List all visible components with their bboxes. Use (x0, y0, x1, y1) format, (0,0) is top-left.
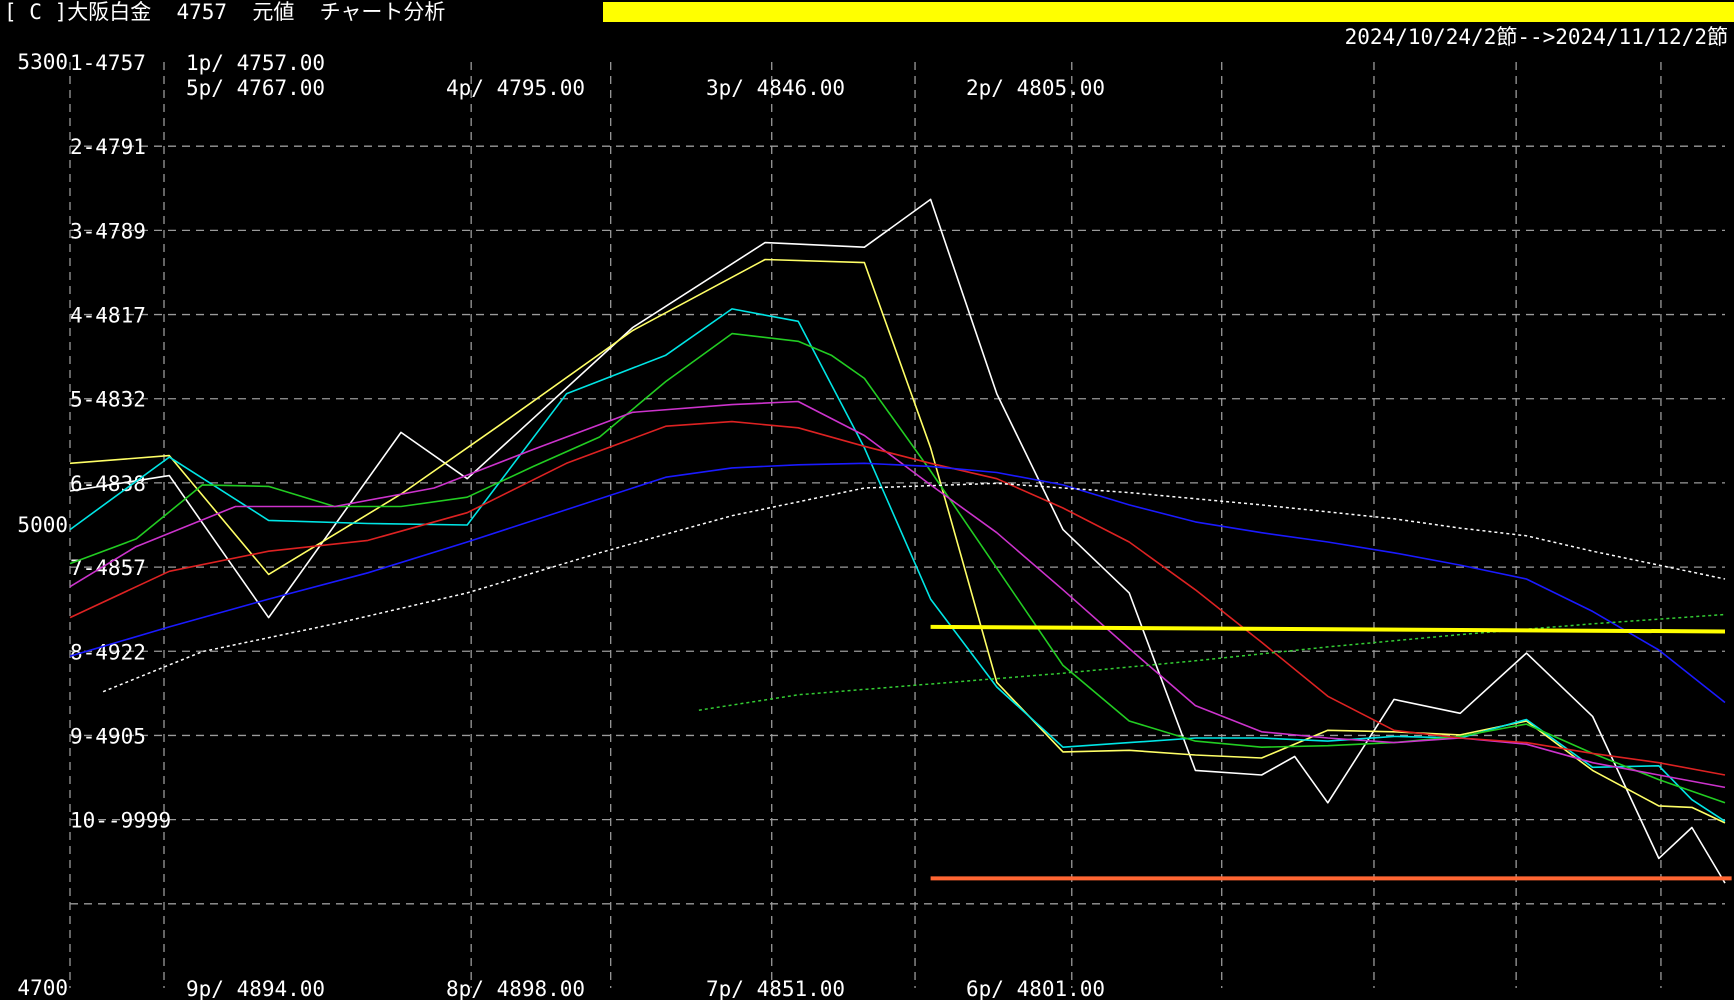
title-bar: [ C ]大阪白金 4757 元値 チャート分析 (0, 0, 1734, 24)
annotation-top: 1p/ 4757.00 (186, 51, 325, 75)
series-line (69, 332, 1726, 804)
annotation-bottom: 7p/ 4851.00 (706, 977, 845, 1000)
date-range: 2024/10/24/2節-->2024/11/12/2節 (1344, 25, 1728, 49)
highlight-bar (603, 2, 1734, 22)
row-label: 4-4817 (70, 304, 146, 328)
y-tick-label: 5000 (17, 513, 68, 537)
annotation-top: 5p/ 4767.00 (186, 76, 325, 100)
horizontal-lines (930, 624, 1732, 881)
row-label: 9-4905 (70, 724, 146, 748)
y-tick-label: 5300 (17, 50, 68, 74)
row-label: 7-4857 (70, 556, 146, 580)
annotation-bottom: 8p/ 4898.00 (446, 977, 585, 1000)
series-line (69, 400, 1726, 789)
row-label: 3-4789 (70, 219, 146, 243)
annotation-top: 3p/ 4846.00 (706, 76, 845, 100)
resistance-line (930, 624, 1726, 634)
series-line (69, 198, 1726, 884)
series-group (69, 198, 1726, 884)
chart-title: [ C ]大阪白金 4757 元値 チャート分析 (4, 0, 446, 24)
row-label: 10--9999 (70, 809, 171, 833)
annotation-bottom: 9p/ 4894.00 (186, 977, 325, 1000)
row-label: 6-4838 (70, 472, 146, 496)
annotation-top: 2p/ 4805.00 (966, 76, 1105, 100)
grid (69, 62, 1725, 988)
series-line (102, 482, 1726, 693)
annotation-top: 4p/ 4795.00 (446, 76, 585, 100)
series-line (69, 462, 1726, 704)
row-label: 5-4832 (70, 388, 146, 412)
series-line (698, 613, 1726, 711)
row-label: 1-4757 (70, 51, 146, 75)
series-line (69, 308, 1726, 822)
row-label: 2-4791 (70, 135, 146, 159)
annotation-bottom: 6p/ 4801.00 (966, 977, 1105, 1000)
row-labels: 1-4757 2-4791 3-4789 4-4817 5-4832 6-4838 7-48… (70, 51, 171, 833)
y-tick-label: 4700 (17, 976, 68, 1000)
y-axis-labels: 5300 5000 4700 (17, 50, 68, 1000)
series-line (69, 258, 1726, 824)
series-line (69, 420, 1726, 776)
